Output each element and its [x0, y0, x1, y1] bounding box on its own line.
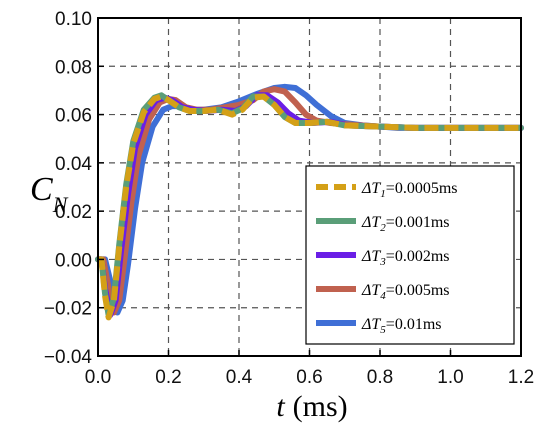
legend-label-1: ΔT1=0.0005ms	[361, 180, 458, 200]
series-layer	[95, 83, 524, 321]
series-line-1	[98, 93, 521, 321]
axis-ticks	[97, 17, 522, 357]
y-tick-label: 0.10	[55, 9, 92, 30]
y-axis-subscript: N	[52, 192, 69, 217]
y-tick-label: 0.00	[55, 250, 92, 271]
x-tick-label: 0.4	[226, 367, 253, 388]
y-tick-label: 0.02	[55, 202, 92, 223]
x-tick-label: 0.2	[155, 367, 181, 388]
legend-label-4: ΔT4=0.005ms	[361, 282, 450, 302]
legend-label-5: ΔT5=0.01ms	[361, 316, 442, 336]
y-tick-label: −0.04	[44, 347, 93, 368]
y-tick-label: 0.06	[55, 106, 92, 127]
y-tick-label: 0.04	[55, 154, 92, 175]
legend-label-2: ΔT2=0.001ms	[361, 214, 450, 234]
x-axis-unit: (ms)	[293, 390, 348, 423]
x-axis-variable: t	[276, 390, 285, 423]
x-axis-title: t (ms)	[276, 390, 347, 423]
legend-label-3: ΔT3=0.002ms	[361, 248, 450, 268]
y-tick-label: −0.02	[44, 299, 92, 320]
x-tick-label: 0.6	[296, 367, 322, 388]
x-tick-label: 1.0	[437, 367, 463, 388]
x-tick-label: 0.0	[85, 367, 111, 388]
x-tick-label: 0.8	[367, 367, 393, 388]
y-tick-label: 0.08	[55, 57, 92, 78]
legend: ΔT1=0.0005ms ΔT2=0.001ms ΔT3=0.002ms ΔT4=0.…	[305, 165, 515, 345]
y-axis-title: CN	[30, 171, 69, 217]
y-axis-variable: C	[30, 171, 53, 208]
x-tick-label: 1.2	[508, 367, 534, 388]
tick-labels: 0.0 0.2 0.4 0.6 0.8 1.0 1.2 −0.04 −0.02 0.00 0.02 0…	[44, 9, 534, 388]
